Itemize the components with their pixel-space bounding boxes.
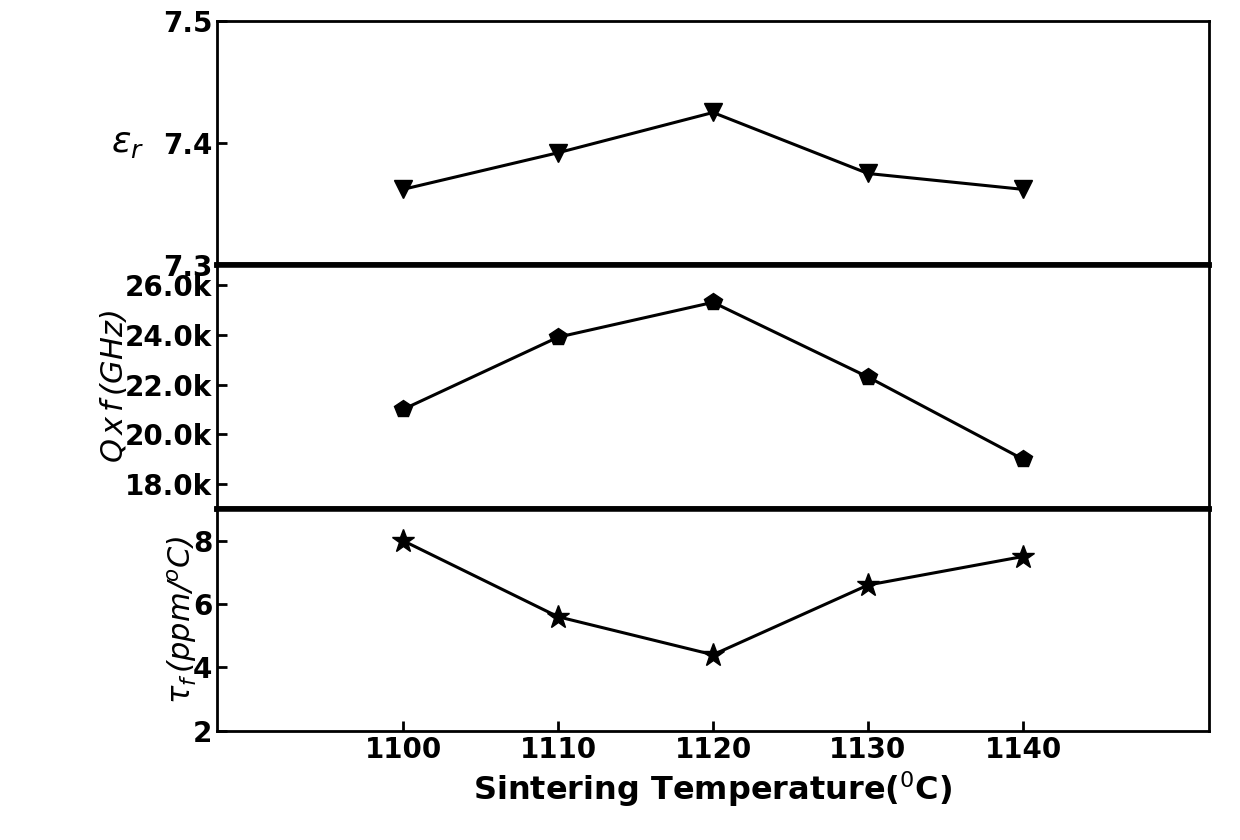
- Y-axis label: $\varepsilon_r$: $\varepsilon_r$: [112, 126, 145, 160]
- X-axis label: Sintering Temperature($^{0}$C): Sintering Temperature($^{0}$C): [474, 769, 952, 809]
- Y-axis label: $\tau_f\,$(ppm/$^o$C): $\tau_f\,$(ppm/$^o$C): [165, 536, 198, 704]
- Y-axis label: $Q\,x\,f\,$(GHz): $Q\,x\,f\,$(GHz): [98, 311, 129, 464]
